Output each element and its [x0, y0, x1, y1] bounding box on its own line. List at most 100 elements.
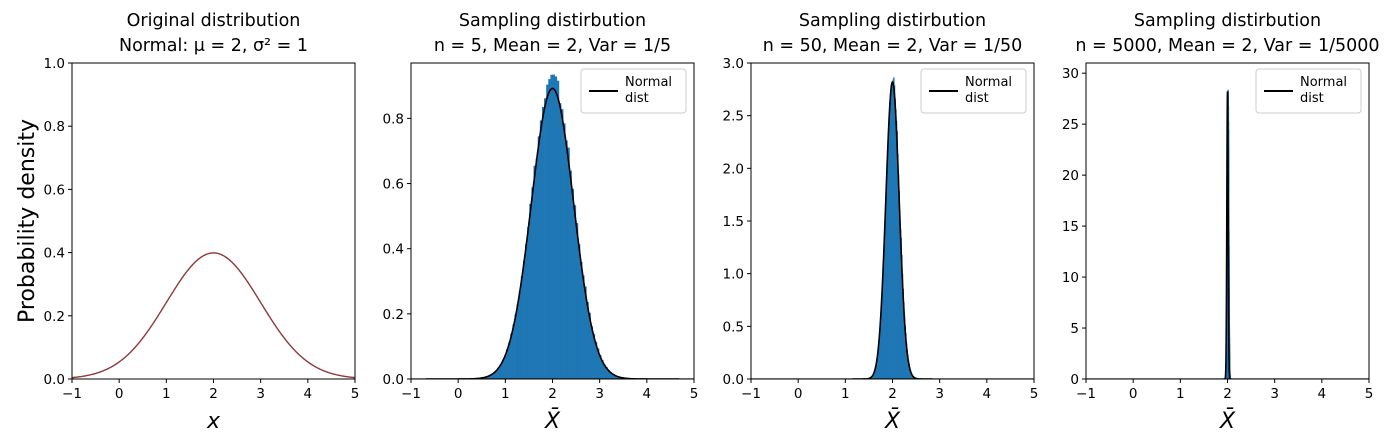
x-axis-label: X̄	[884, 408, 901, 434]
histogram-bar	[537, 136, 541, 379]
x-tick-label: −1	[62, 386, 82, 402]
x-tick-label: −1	[741, 386, 761, 402]
histogram-bar	[546, 84, 549, 379]
y-tick-label: 0.8	[44, 119, 65, 135]
x-tick-label: 0	[1129, 386, 1138, 402]
y-tick-label: 0.0	[44, 372, 65, 388]
histogram-bar	[508, 342, 511, 379]
histogram-bar	[560, 109, 564, 379]
x-tick-label: 3	[1270, 386, 1279, 402]
x-tick-label: 4	[643, 386, 652, 402]
x-tick-label: 2	[209, 386, 218, 402]
x-tick-label: 4	[983, 386, 992, 402]
histogram-bar	[617, 376, 621, 379]
histogram-bar	[582, 275, 585, 379]
x-tick-label: 3	[595, 386, 604, 402]
y-tick-label: 0.4	[383, 242, 404, 258]
histogram-bar	[611, 373, 615, 379]
y-tick-label: 0.6	[44, 182, 65, 198]
histogram-bar	[577, 244, 581, 379]
histogram-bar	[592, 333, 596, 379]
histogram-bar	[584, 286, 587, 379]
y-tick-label: 2.5	[723, 109, 744, 125]
y-tick-label: 0.0	[383, 372, 404, 388]
histogram-bar	[487, 376, 490, 379]
chart-title: Sampling distirbution	[459, 11, 646, 31]
y-tick-label: 0.2	[383, 307, 404, 323]
plot-area	[72, 252, 355, 379]
y-tick-label: 0.8	[383, 111, 404, 127]
histogram	[864, 77, 922, 379]
histogram-bar	[573, 205, 577, 379]
histogram-bar	[554, 76, 558, 379]
x-axis-label: X̄	[544, 408, 561, 434]
histogram-bar	[522, 260, 526, 379]
axes-frame	[71, 62, 356, 380]
density-curve	[72, 252, 355, 379]
histogram-bar	[565, 140, 568, 379]
histogram-bar	[613, 375, 617, 379]
plot-area	[1086, 89, 1369, 379]
panel-2: −1 0 1 2 3 4 5 0.0 0.2 0.4 0.6 0.8 Sampling distirbu…	[383, 11, 699, 434]
histogram-bar	[506, 349, 509, 379]
panel-1: −1 0 1 2 3 4 5 0.0 0.2 0.4 0.6 0.8 1.0 Original distr…	[15, 11, 359, 434]
legend-box	[1255, 68, 1362, 114]
histogram-bar	[603, 364, 606, 379]
histogram-bar	[588, 312, 591, 379]
chart-subtitle: Normal: μ = 2, σ² = 1	[119, 36, 308, 56]
histogram-bar	[556, 80, 560, 379]
y-tick-label: 30	[1062, 66, 1079, 82]
histogram-bar	[609, 371, 612, 379]
histogram-bar	[485, 376, 488, 379]
chart-title: Sampling distirbution	[1134, 11, 1321, 31]
plot-area	[411, 74, 694, 379]
histogram-bar	[548, 79, 551, 379]
plot-area	[751, 77, 1034, 379]
y-tick-label: 1.0	[44, 56, 65, 72]
histogram-bar	[586, 301, 589, 379]
legend-label: Normal	[965, 75, 1012, 90]
chart-title: Sampling distirbution	[799, 11, 986, 31]
histogram-bar	[531, 187, 534, 379]
x-tick-label: 1	[1176, 386, 1185, 402]
y-tick-label: 0.6	[383, 177, 404, 193]
histogram-bar	[615, 376, 619, 379]
y-tick-label: 0.4	[44, 246, 65, 262]
y-tick-label: 0.5	[723, 319, 744, 335]
histogram-bar	[596, 348, 600, 379]
y-tick-label: 10	[1062, 270, 1079, 286]
histogram-bar	[601, 360, 604, 379]
x-tick-label: 5	[1030, 386, 1039, 402]
x-tick-label: 2	[888, 386, 897, 402]
histogram-bar	[575, 223, 579, 379]
x-axis-label: x	[206, 409, 221, 434]
x-tick-label: 5	[690, 386, 699, 402]
histogram-bar	[594, 341, 598, 379]
y-tick-label: 0.2	[44, 309, 65, 325]
histogram-bar	[529, 203, 532, 379]
histogram-bar	[533, 165, 537, 379]
x-tick-label: −1	[1076, 386, 1096, 402]
legend-box	[920, 68, 1027, 114]
histogram-bar	[563, 123, 566, 379]
histogram-bar	[512, 324, 515, 379]
x-tick-label: 3	[935, 386, 944, 402]
y-tick-label: 0.0	[723, 372, 744, 388]
legend-label: Normal	[1300, 75, 1347, 90]
histogram-bar	[514, 314, 518, 379]
x-tick-label: 1	[841, 386, 850, 402]
histogram-bar	[539, 120, 543, 379]
x-tick-label: −1	[401, 386, 421, 402]
y-tick-label: 1.0	[723, 267, 744, 283]
histogram-bar	[491, 373, 494, 379]
chart-title: Original distribution	[127, 11, 301, 31]
histogram-bar	[503, 355, 507, 379]
histogram-bar	[544, 98, 547, 379]
histogram-bar	[567, 147, 570, 379]
x-tick-label: 4	[304, 386, 313, 402]
histogram-bar	[527, 226, 530, 379]
histogram-bar	[607, 370, 610, 379]
histogram-bar	[493, 372, 496, 379]
